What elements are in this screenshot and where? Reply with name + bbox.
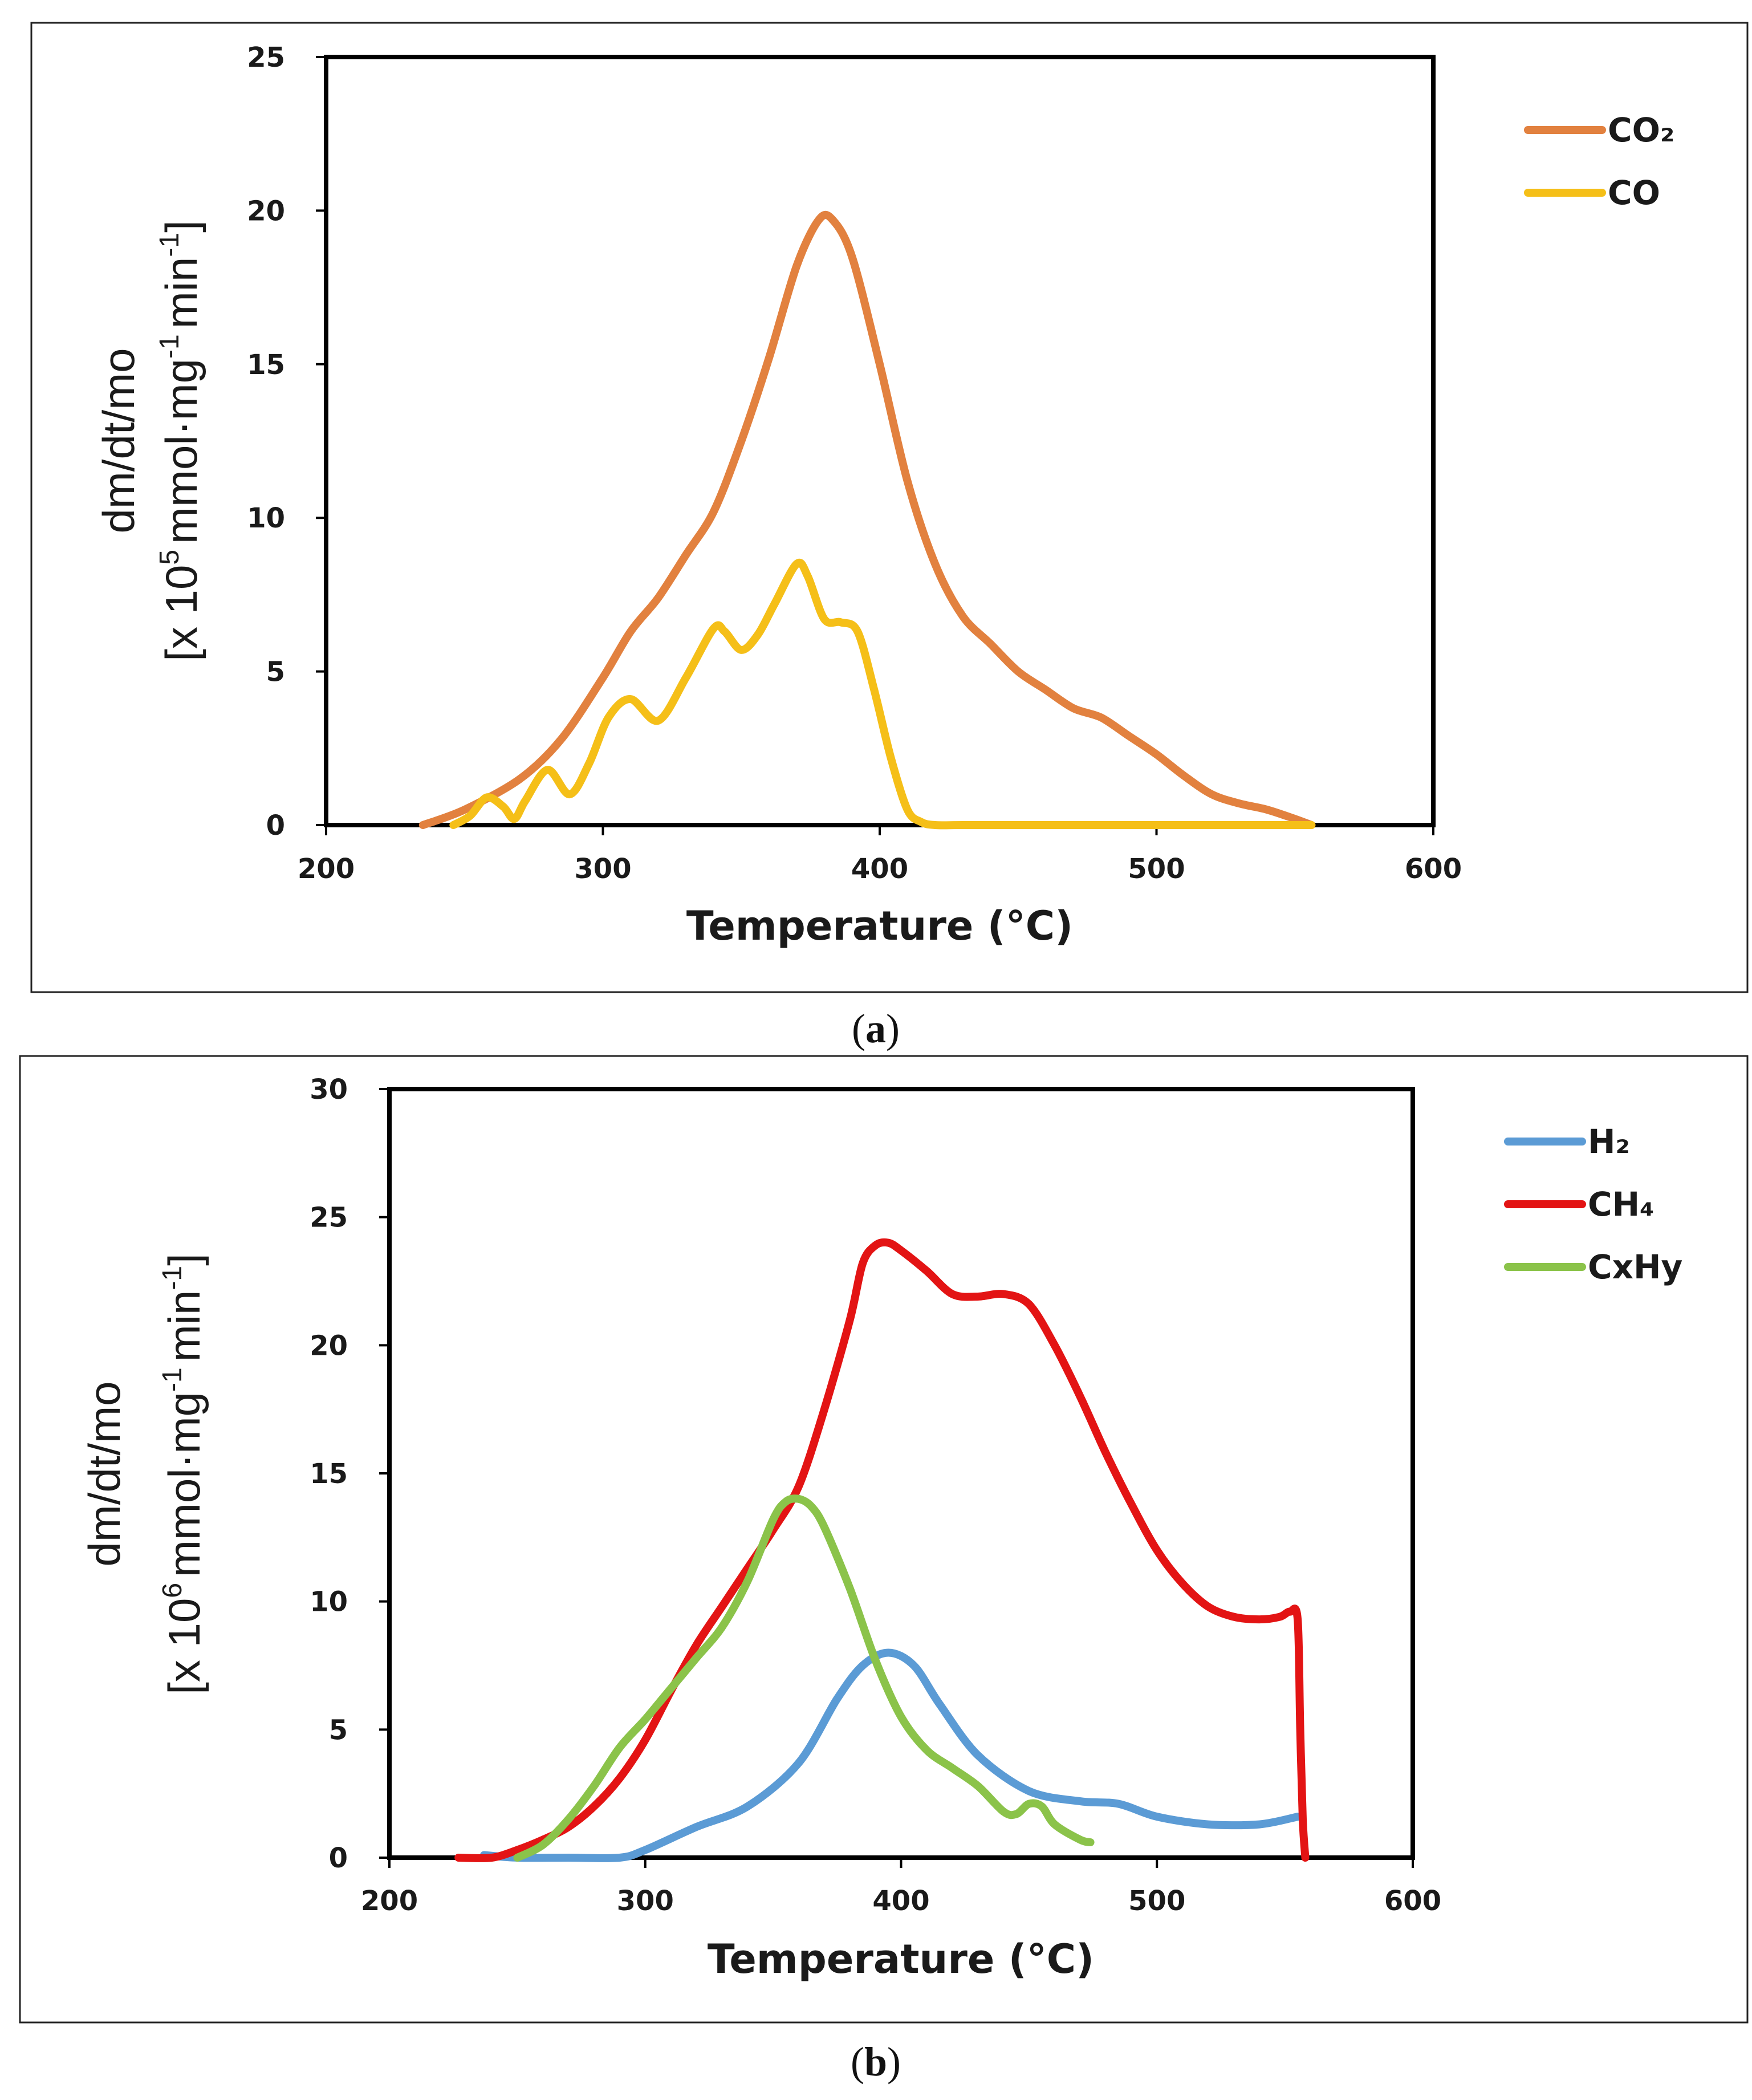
panel-a: 200 300 400 500 600 0 5 10 15 20 25 Temperature (°… (30, 22, 1749, 993)
panel-b-ytick-label: 10 (310, 1586, 348, 1618)
panel-b-series-line-cxhy (513, 1494, 1095, 1862)
panel-a-ylabel-line2: [x 105mmol·mg-1min-1] (155, 220, 206, 661)
panel-b-series (454, 1238, 1310, 1862)
caption-b: (b) (851, 2039, 901, 2085)
panel-a-xtick-label: 400 (851, 853, 908, 885)
panel-a-ytick-label: 5 (266, 656, 285, 688)
panel-a-xtick-label: 300 (574, 853, 631, 885)
panel-b-ytick-label: 20 (310, 1330, 348, 1362)
panel-a-xtick-label: 200 (298, 853, 355, 885)
panel-a-ytick-label: 20 (247, 195, 285, 227)
panel-b-xtick-label: 200 (361, 1885, 418, 1917)
panel-b-xtick-label: 300 (617, 1885, 674, 1917)
panel-a-series-line-co (449, 558, 1316, 830)
panel-a-xtick-label: 600 (1405, 853, 1462, 885)
panel-b-plot-area (387, 1087, 1415, 1860)
panel-a-ytick-label: 15 (247, 349, 285, 381)
panel-a-ytick-label: 10 (247, 502, 285, 534)
panel-b-y-axis-label: dm/dt/mo [x 106mmol·mg-1min-1] (79, 1253, 209, 1695)
panel-a-series-line-co (418, 210, 1316, 829)
panel-a-xtick-label: 500 (1128, 853, 1185, 885)
panel-b-xtick-label: 600 (1384, 1885, 1441, 1917)
panel-b-ylabel-line1: dm/dt/mo (79, 1381, 129, 1566)
panel-b-legend-label-cxhy: CxHy (1588, 1248, 1682, 1286)
panel-b-series-line-ch (454, 1238, 1310, 1862)
panel-b-xtick-label: 500 (1128, 1885, 1185, 1917)
panel-a-x-axis-label: Temperature (°C) (686, 903, 1073, 949)
panel-b-legend-label-h: H₂ (1588, 1122, 1630, 1161)
panel-b-ticks: 200 300 400 500 600 0 5 10 15 20 25 30 (310, 1074, 1441, 1917)
panel-b-xtick-label: 400 (872, 1885, 929, 1917)
panel-b-legend: H₂ CH₄ CxHy (1504, 1122, 1682, 1286)
panel-b-ytick-label: 5 (329, 1714, 348, 1746)
panel-a-legend-label-co: CO₂ (1608, 111, 1674, 149)
panel-b-ytick-label: 30 (310, 1074, 348, 1106)
caption-a: (a) (852, 1006, 900, 1051)
panel-a-ylabel-line1: dm/dt/mo (94, 348, 144, 533)
panel-b-legend-label-ch: CH₄ (1588, 1185, 1655, 1224)
panel-b-ylabel-line2: [x 106mmol·mg-1min-1] (157, 1253, 209, 1695)
panel-a-y-axis-label: dm/dt/mo [x 105mmol·mg-1min-1] (94, 220, 206, 661)
panel-b-ytick-label: 15 (310, 1458, 348, 1490)
panel-b-x-axis-label: Temperature (°C) (708, 1936, 1094, 1983)
panel-a-ytick-label: 25 (247, 42, 285, 74)
panel-b-ytick-label: 0 (329, 1842, 348, 1874)
panel-b: 200 300 400 500 600 0 5 10 15 20 25 30 Temperature … (19, 1055, 1749, 2024)
panel-b-series-line-h (480, 1648, 1302, 1862)
panel-a-ytick-label: 0 (266, 810, 285, 842)
panel-b-ytick-label: 25 (310, 1202, 348, 1234)
panel-a-ticks: 200 300 400 500 600 0 5 10 15 20 25 (247, 42, 1462, 885)
panel-a-series (418, 210, 1316, 830)
panel-a-legend: CO₂ CO (1524, 111, 1674, 212)
panel-a-legend-label-co: CO (1608, 173, 1660, 212)
